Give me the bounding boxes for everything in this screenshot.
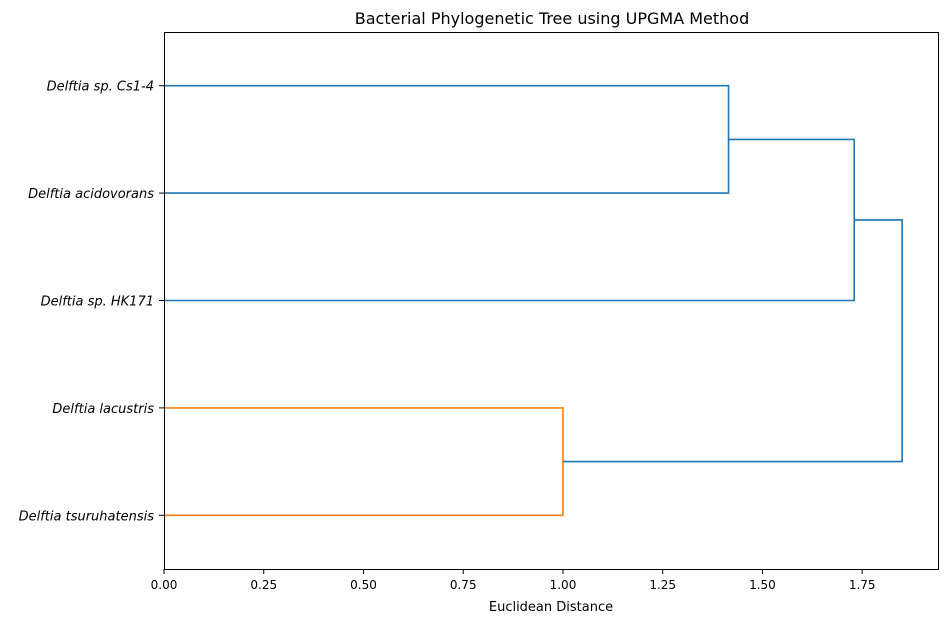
x-tick-label: 1.50 (749, 578, 776, 592)
x-tick-label: 1.75 (849, 578, 876, 592)
leaf-label: Delftia sp. Cs1-4 (47, 80, 154, 95)
x-tick-label: 0.75 (450, 578, 477, 592)
x-tick-label: 0.00 (151, 578, 178, 592)
x-axis-ticks: 0.00 0.25 0.50 0.75 1.00 1.25 1.50 1.75 (151, 569, 876, 592)
leaf-label: Delftia tsuruhatensis (19, 509, 155, 524)
chart-title: Bacterial Phylogenetic Tree using UPGMA … (355, 9, 749, 28)
dendrogram-link (164, 407, 564, 517)
x-axis-label: Euclidean Distance (489, 600, 613, 615)
dendrogram-link (562, 219, 903, 463)
x-tick-label: 1.25 (649, 578, 676, 592)
x-tick-label: 1.00 (550, 578, 577, 592)
dendrogram-links (164, 84, 903, 517)
plot-frame (164, 32, 939, 570)
x-tick-label: 0.50 (350, 578, 377, 592)
leaf-label: Delftia acidovorans (28, 187, 154, 202)
x-tick-label: 0.25 (250, 578, 277, 592)
leaf-label: Delftia sp. HK171 (41, 295, 154, 310)
dendrogram-link (164, 84, 730, 194)
leaf-label: Delftia lacustris (52, 402, 154, 417)
dendrogram-link (164, 138, 856, 302)
y-axis-leaf-labels: Delftia sp. Cs1-4 Delftia acidovorans Delf… (19, 80, 164, 524)
